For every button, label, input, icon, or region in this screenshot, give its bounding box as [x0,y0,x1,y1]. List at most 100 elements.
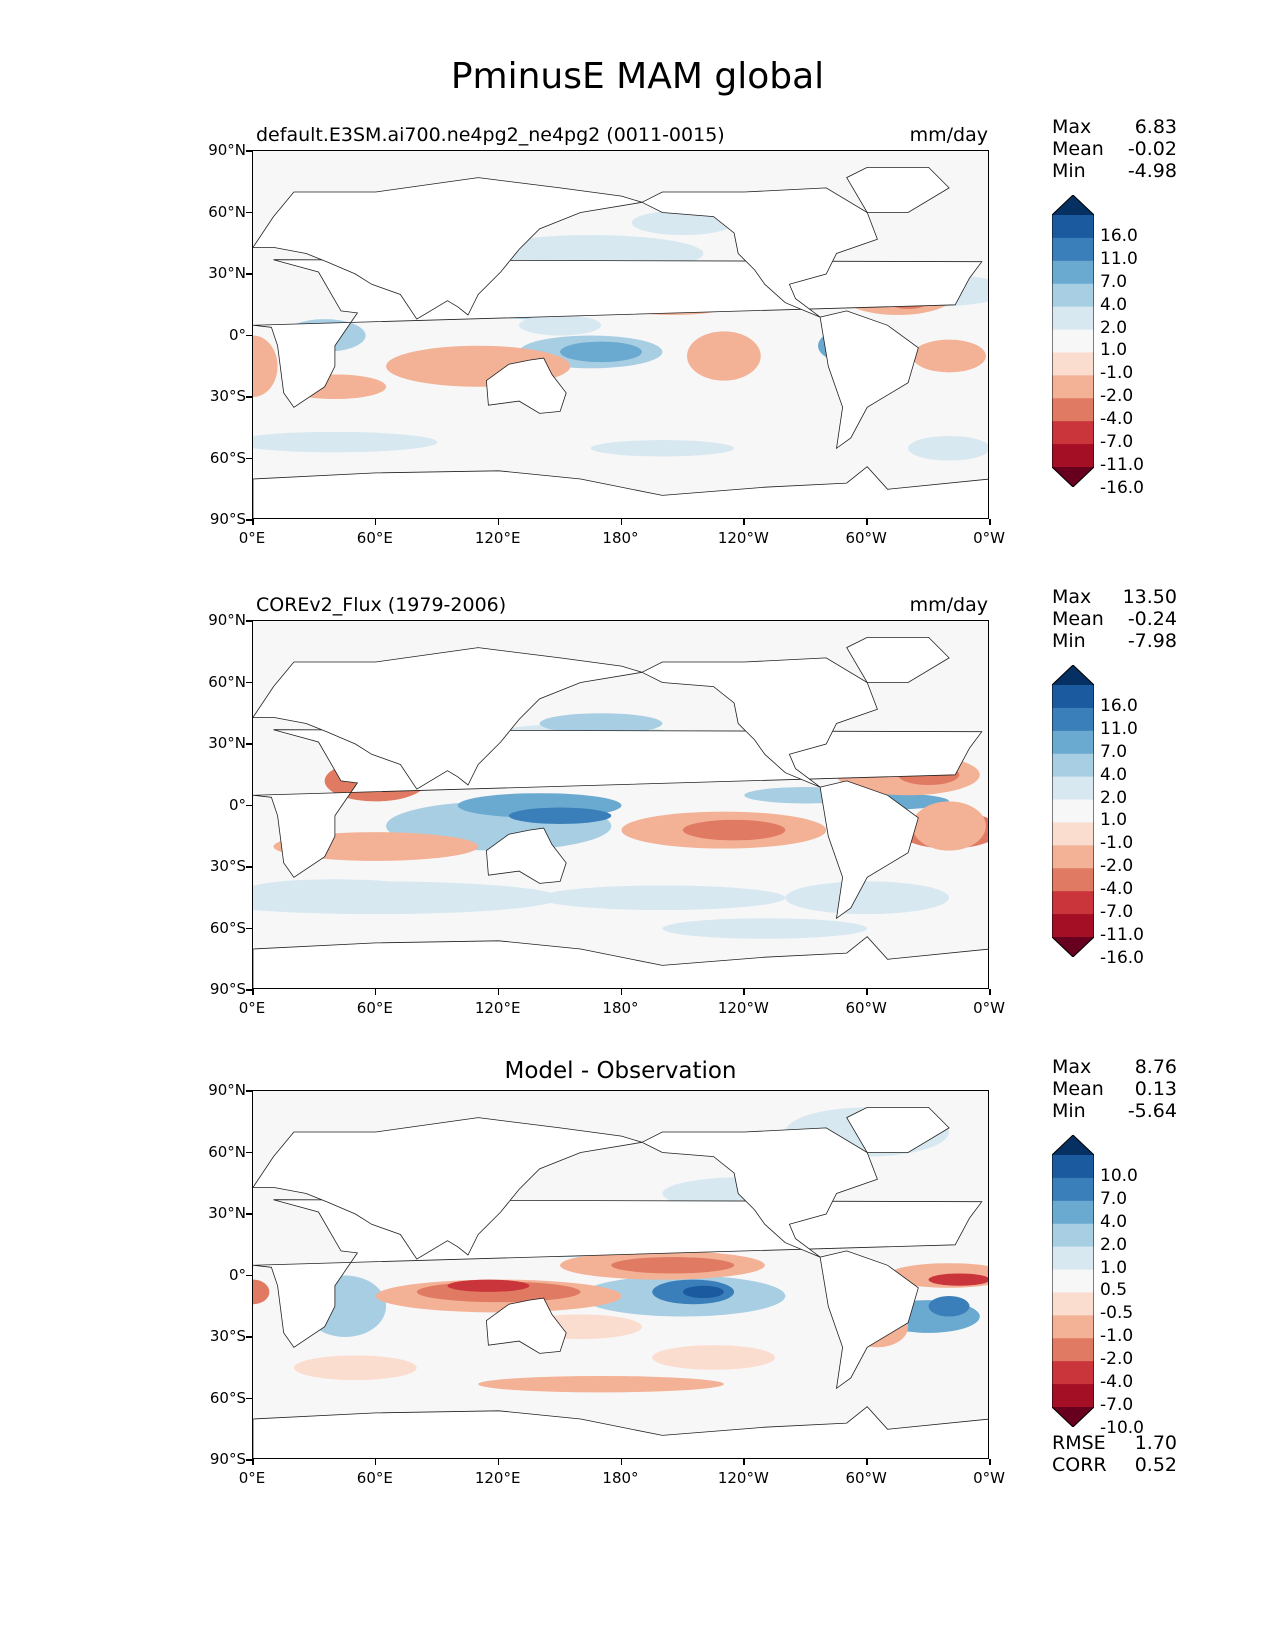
lon-tick-mark [620,989,622,995]
colorbar-level-label: 1.0 [1100,1257,1128,1278]
lat-tick-label: 30°N [208,264,246,282]
colorbar-swatch [1052,352,1094,376]
contour-patch [611,1257,735,1274]
colorbar-level-label: 7.0 [1100,741,1128,762]
colorbar-level-label: -7.0 [1100,1395,1134,1415]
lon-tick-label: 120°E [474,1469,521,1487]
contour-patch [560,341,642,363]
colorbar-swatch [1052,1155,1094,1179]
lat-tick-label: 90°N [208,141,246,159]
lon-tick-mark [374,989,377,995]
lon-tick-label: 0°W [973,529,1005,547]
colorbar-level-label: 0.5 [1100,1280,1128,1301]
continent-antarctica [253,1406,988,1458]
lon-tick-label: 60°E [356,529,393,547]
contour-patch [539,713,663,734]
lon-tick-mark [374,1459,377,1465]
lat-tick-label: 0° [228,795,246,814]
lat-tick-mark [246,743,252,745]
contour-patch [519,315,602,336]
lon-tick-label: 120°W [717,529,769,547]
lat-tick-mark [246,519,252,521]
colorbar-level-label: 2.0 [1100,317,1128,338]
colorbar-level-label: 4.0 [1100,294,1128,315]
colorbar-swatch [1052,1361,1094,1385]
colorbar-extend-top [1052,665,1094,685]
lon-tick-mark [252,519,254,525]
continent-australia [485,827,567,884]
contour-patch [682,819,786,841]
lon-tick-label: 180° [602,1469,639,1487]
figure-title: PminusE MAM global [450,56,825,97]
continent-australia [485,1297,567,1354]
colorbar-level-label: -1.0 [1100,1326,1134,1347]
lat-tick-label: 30°S [209,857,246,875]
corr-value: 0.52 [1134,1454,1177,1476]
colorbar-level-label: 11.0 [1100,248,1138,269]
lat-tick-label: 60°S [209,1388,246,1407]
lat-tick-mark [246,1459,252,1461]
lon-tick-label: 60°W [845,999,887,1017]
continent-antarctica [253,466,988,518]
lat-tick-label: 30°N [208,1204,246,1222]
continent-s-america [819,310,919,450]
colorbar-extend-bottom [1052,1407,1094,1427]
lon-tick-mark [374,519,377,525]
colorbar-swatch [1052,914,1094,938]
lat-tick-mark [246,150,252,152]
colorbar [1051,664,1095,958]
stat-label: Min [1052,160,1086,182]
colorbar-level-label: 11.0 [1100,718,1138,739]
colorbar-level-label: -2.0 [1100,386,1134,407]
rmse-label: RMSE [1052,1432,1106,1454]
lat-tick-mark [246,681,252,683]
stat-label: Mean [1052,138,1104,160]
panel-stats: Max 8.76 Mean 0.13 Min -5.64 [1052,1056,1177,1122]
colorbar-level-label: 10.0 [1100,1165,1138,1186]
lat-tick-label: 90°N [208,1081,246,1099]
contour-patch [478,1375,724,1393]
lon-tick-label: 0°E [238,529,266,547]
stat-value: -0.02 [1127,138,1177,160]
contour-patch [447,1279,530,1292]
colorbar-level-label: 2.0 [1100,787,1128,808]
continent-n-america [641,187,878,318]
lat-tick-mark [246,927,252,929]
lon-tick-mark [620,1459,622,1465]
colorbar [1051,194,1095,488]
lon-tick-label: 120°E [474,999,521,1017]
lat-tick-label: 60°S [209,918,246,937]
continent-greenland [846,636,950,683]
contour-patch [253,1279,270,1305]
colorbar-level-label: -16.0 [1100,947,1144,968]
colorbar-level-label: -16.0 [1100,477,1144,498]
panel-units: mm/day [909,594,988,616]
colorbar-swatch [1052,1200,1094,1225]
colorbar-level-label: -7.0 [1100,902,1134,923]
lon-tick-mark [989,519,991,525]
map-diff [252,1090,989,1459]
colorbar-swatch [1052,306,1094,331]
lon-tick-mark [743,1459,745,1465]
lat-tick-label: 90°N [208,611,246,629]
lat-tick-mark [246,620,252,622]
rmse-value: 1.70 [1134,1432,1177,1454]
lat-tick-label: 60°S [209,448,246,467]
colorbar-level-label: 1.0 [1100,810,1128,831]
colorbar-canvas [1051,1134,1095,1428]
colorbar-level-label: 2.0 [1100,1234,1128,1255]
colorbar-level-label: -2.0 [1100,856,1134,877]
contour-patch [590,440,735,457]
metrics-block: RMSE 1.70 CORR 0.52 [1052,1432,1177,1476]
contour-patch [253,335,278,397]
colorbar-swatch [1052,1246,1094,1271]
colorbar-extend-bottom [1052,937,1094,957]
stat-value: 13.50 [1122,586,1177,608]
lat-tick-mark [246,1274,252,1276]
contour-patch [652,1345,776,1370]
colorbar-level-label: -0.5 [1100,1303,1134,1324]
contour-patch [912,801,986,851]
stat-label: Mean [1052,1078,1104,1100]
lon-tick-mark [743,989,745,995]
colorbar-level-label: 4.0 [1100,764,1128,785]
